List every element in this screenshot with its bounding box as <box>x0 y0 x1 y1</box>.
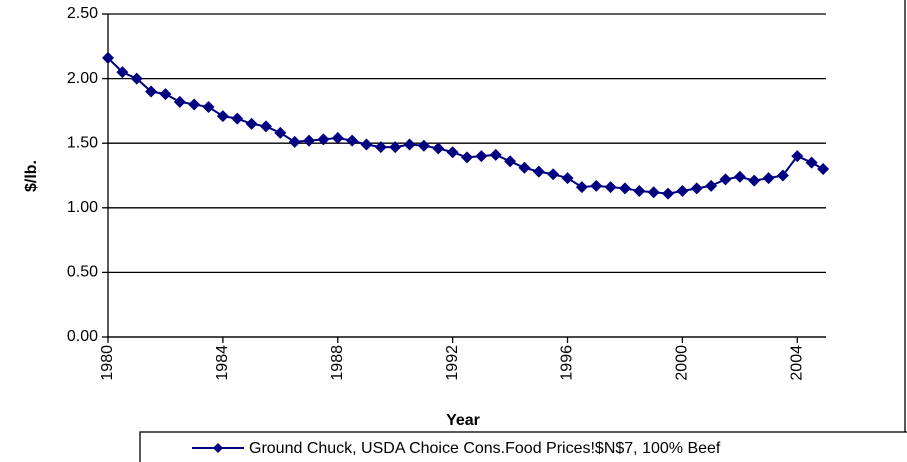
data-marker <box>504 155 517 168</box>
data-marker <box>130 72 143 85</box>
data-marker <box>389 141 402 154</box>
data-marker <box>417 139 430 152</box>
y-tick-label: 0.50 <box>67 264 98 281</box>
x-tick-label: 1992 <box>444 345 461 381</box>
data-marker <box>102 51 114 64</box>
legend-box <box>139 431 907 462</box>
data-marker <box>202 101 215 114</box>
y-tick-label: 2.50 <box>67 5 98 22</box>
data-marker <box>690 182 703 195</box>
data-marker <box>489 148 502 161</box>
data-marker <box>216 110 229 123</box>
data-marker <box>360 138 373 151</box>
data-marker <box>676 185 689 198</box>
data-marker <box>662 187 675 200</box>
y-axis-label: $/lb. <box>23 160 40 192</box>
data-marker <box>618 182 631 195</box>
data-marker <box>288 135 301 148</box>
data-marker <box>590 179 603 192</box>
data-marker <box>346 134 359 147</box>
data-marker <box>317 133 330 146</box>
data-marker <box>331 132 344 145</box>
data-marker <box>245 117 258 130</box>
data-marker <box>762 172 775 185</box>
data-marker <box>547 168 560 181</box>
data-marker <box>776 169 789 182</box>
x-tick-label: 1988 <box>329 345 346 381</box>
legend-label: Ground Chuck, USDA Choice Cons.Food Pric… <box>249 440 721 457</box>
data-marker <box>518 161 531 174</box>
y-tick-label: 0.00 <box>67 328 98 345</box>
legend-marker <box>213 443 223 453</box>
data-marker <box>733 170 746 183</box>
data-marker <box>748 174 761 187</box>
x-axis-label: Year <box>446 412 480 429</box>
data-marker <box>274 126 287 139</box>
x-tick-label: 2000 <box>674 345 691 381</box>
data-marker <box>817 163 830 176</box>
data-marker <box>575 181 588 194</box>
data-marker <box>374 141 387 154</box>
data-marker <box>791 150 804 163</box>
x-tick-label: 1996 <box>559 345 576 381</box>
data-marker <box>805 156 818 169</box>
x-tick-label: 2004 <box>788 345 805 381</box>
data-marker <box>432 142 445 155</box>
data-marker <box>719 173 732 186</box>
data-marker <box>532 165 545 178</box>
x-tick-label: 1980 <box>99 345 116 381</box>
data-marker <box>446 146 459 159</box>
data-marker <box>403 138 416 151</box>
data-marker <box>303 134 316 147</box>
x-tick-label: 1984 <box>214 345 231 381</box>
data-marker <box>461 151 473 164</box>
data-marker <box>705 179 718 192</box>
data-marker <box>159 88 172 101</box>
data-marker <box>604 181 617 194</box>
data-marker <box>259 120 272 133</box>
y-tick-label: 1.00 <box>67 199 98 216</box>
data-marker <box>173 95 186 108</box>
data-marker <box>647 186 660 199</box>
y-tick-label: 1.50 <box>67 134 98 151</box>
data-marker <box>633 185 646 198</box>
data-marker <box>475 150 488 163</box>
data-marker <box>188 98 201 111</box>
data-marker <box>561 172 574 185</box>
data-marker <box>116 66 129 79</box>
data-marker <box>231 112 244 125</box>
data-marker <box>145 85 158 98</box>
y-tick-label: 2.00 <box>67 70 98 87</box>
